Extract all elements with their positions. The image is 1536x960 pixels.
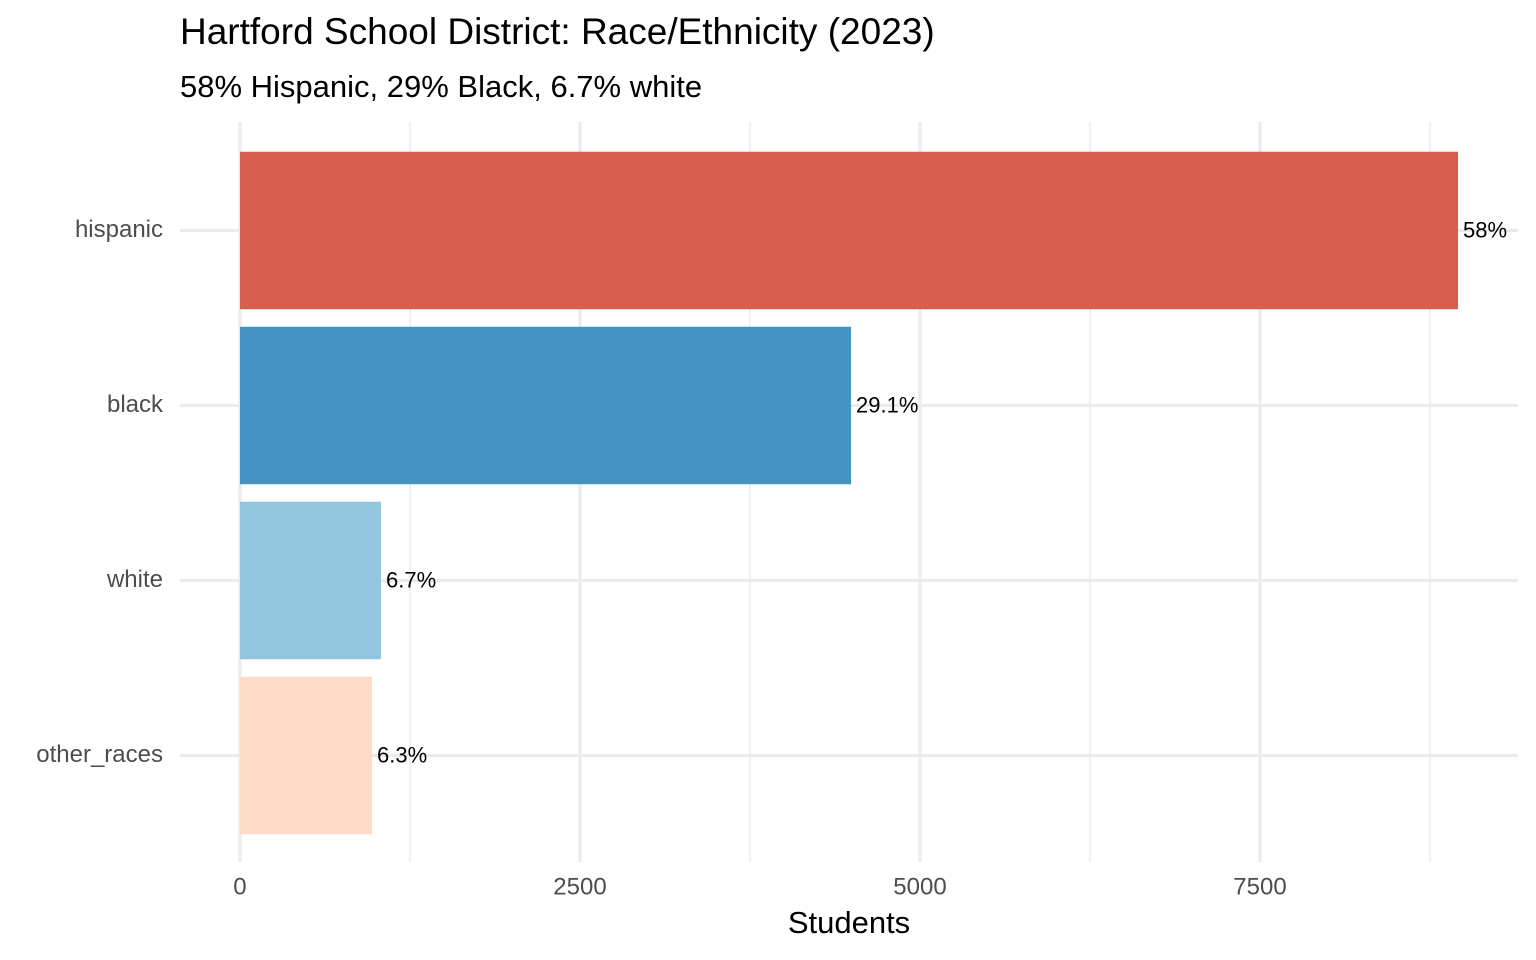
y-tick-label: black	[107, 391, 164, 418]
x-tick-label: 5000	[893, 873, 946, 900]
x-axis-title: Students	[788, 905, 910, 940]
y-tick-label: hispanic	[75, 216, 163, 243]
value-label: 29.1%	[856, 392, 918, 417]
x-tick-label: 2500	[553, 873, 606, 900]
bar	[239, 676, 373, 835]
bar	[239, 151, 1459, 310]
bar	[239, 326, 852, 485]
y-tick-label: white	[106, 566, 163, 593]
value-label: 6.3%	[377, 742, 427, 767]
y-tick-label: other_races	[36, 741, 163, 768]
value-label: 58%	[1463, 217, 1507, 242]
chart-title: Hartford School District: Race/Ethnicity…	[180, 11, 935, 52]
value-label: 6.7%	[386, 567, 436, 592]
x-tick-label: 7500	[1233, 873, 1286, 900]
chart-subtitle: 58% Hispanic, 29% Black, 6.7% white	[180, 69, 702, 104]
x-tick-label: 0	[233, 873, 246, 900]
bar	[239, 501, 382, 660]
